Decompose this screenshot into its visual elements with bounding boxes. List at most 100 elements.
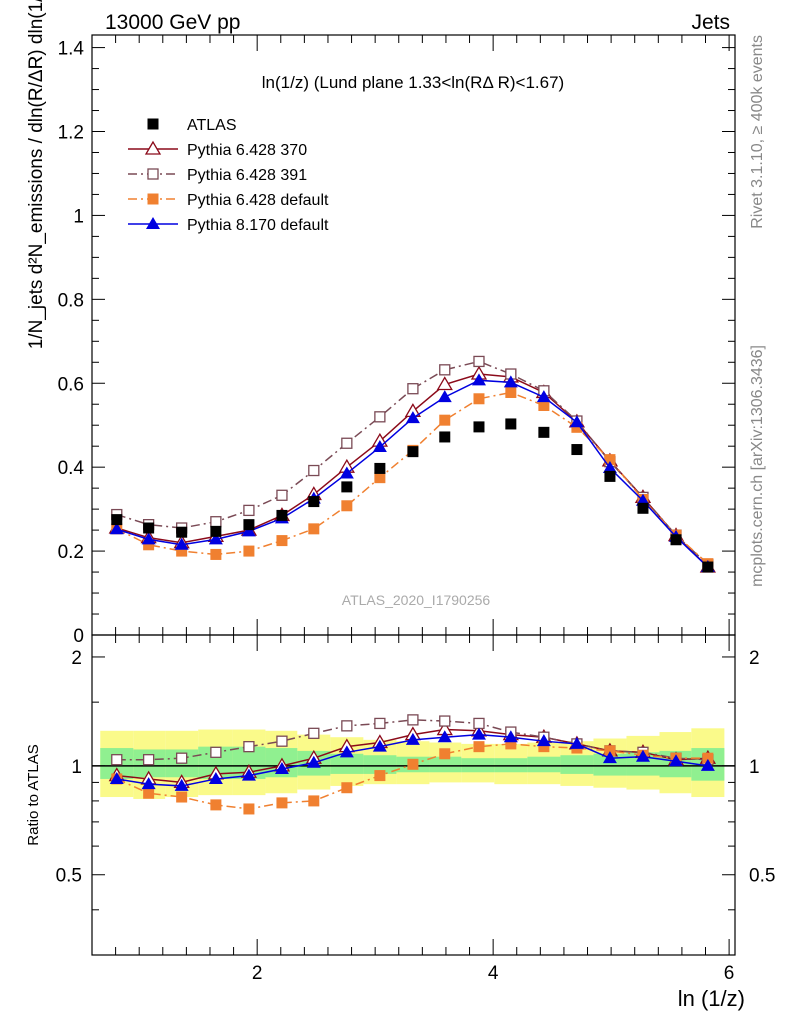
- ratio-point-pythia-6-428-default: [473, 741, 485, 753]
- ratio-point-pythia-6-428-default: [407, 758, 419, 770]
- main-point-atlas: [604, 470, 616, 482]
- main-point-atlas: [308, 496, 320, 508]
- ratio-point-pythia-8-170-default: [109, 771, 124, 784]
- ratio-point-pythia-6-428-default: [308, 795, 320, 807]
- ratio-y-tick-label-right: 2: [749, 648, 760, 669]
- main-point-pythia-6-428-391: [276, 489, 288, 501]
- main-point-pythia-6-428-391: [341, 437, 353, 449]
- ratio-point-pythia-6-428-default: [439, 748, 451, 760]
- ratio-point-pythia-6-428-391: [341, 720, 353, 732]
- ratio-point-pythia-8-170-default: [306, 755, 321, 768]
- ratio-point-pythia-6-428-default: [143, 787, 155, 799]
- ratio-y-tick-label-left: 2: [71, 648, 82, 669]
- main-point-atlas: [571, 444, 583, 456]
- ratio-point-pythia-8-170-default: [208, 771, 223, 784]
- green-band-bin: [560, 755, 594, 774]
- main-point-pythia-8-170-default: [503, 375, 518, 388]
- legend-marker: [147, 168, 159, 180]
- x-tick-label: 2: [252, 963, 263, 984]
- main-point-pythia-8-170-default: [372, 440, 387, 453]
- ratio-point-pythia-6-428-default: [538, 741, 550, 753]
- ratio-y-axis-label: Ratio to ATLAS: [25, 744, 42, 845]
- main-point-atlas: [243, 519, 255, 531]
- ratio-point-pythia-8-170-default: [274, 762, 289, 775]
- legend-marker: [146, 217, 160, 229]
- main-point-pythia-8-170-default: [241, 524, 256, 537]
- ratio-point-pythia-8-170-default: [503, 730, 518, 743]
- ratio-point-pythia-8-170-default: [536, 734, 551, 747]
- ratio-point-pythia-6-428-391: [276, 735, 288, 747]
- main-point-pythia-6-428-391: [473, 355, 485, 368]
- main-point-pythia-6-428-default: [243, 545, 255, 557]
- ratio-y-tick-label-left: 0.5: [56, 866, 82, 887]
- main-series-atlas: [111, 418, 714, 573]
- ratio-point-pythia-8-170-default: [141, 777, 156, 790]
- x-tick-label: 6: [724, 963, 735, 984]
- main-point-pythia-8-170-default: [405, 411, 420, 424]
- ratio-y-tick-label-right: 1: [749, 757, 760, 778]
- ratio-point-pythia-6-428-default: [176, 791, 188, 803]
- ratio-point-pythia-6-428-default: [505, 738, 517, 750]
- main-point-pythia-6-428-391: [439, 364, 451, 376]
- ratio-y-tick-label-right: 0.5: [749, 866, 775, 887]
- main-point-pythia-8-170-default: [174, 537, 189, 550]
- legend-label: Pythia 6.428 default: [187, 192, 329, 209]
- main-y-tick-label: 0: [73, 626, 84, 647]
- main-point-pythia-8-170-default: [569, 415, 584, 428]
- legend-label: Pythia 8.170 default: [187, 217, 329, 234]
- main-y-axis-label: 1/N_jets d²N_emissions / dln(R/ΔR) dln(1…: [26, 0, 47, 349]
- ratio-point-pythia-8-170-default: [700, 758, 715, 771]
- main-point-pythia-6-428-default: [505, 386, 517, 398]
- ratio-panel: 0.5 0.5 1 1 2 2 2 4 6: [56, 634, 775, 984]
- legend-label: Pythia 6.428 370: [187, 142, 307, 159]
- ratio-point-pythia-6-428-391: [473, 717, 485, 730]
- side-label-top: Rivet 3.1.10, ≥ 400k events: [749, 35, 766, 229]
- main-y-tick-label: 1.4: [58, 39, 85, 60]
- green-band-bin: [429, 756, 462, 773]
- main-point-atlas: [276, 509, 288, 521]
- main-point-atlas: [670, 534, 682, 546]
- main-point-atlas: [538, 426, 550, 438]
- ratio-point-pythia-8-170-default: [471, 727, 486, 740]
- legend-item-pythia-6-428-370: Pythia 6.428 370: [128, 140, 307, 159]
- green-band-bin: [330, 753, 364, 774]
- ratio-point-pythia-6-428-default: [210, 799, 222, 811]
- legend-item-atlas: ATLAS: [147, 117, 237, 134]
- ratio-point-pythia-6-428-default: [276, 797, 288, 809]
- ratio-point-pythia-6-428-default: [374, 770, 386, 782]
- main-point-pythia-8-170-default: [602, 461, 617, 474]
- main-point-pythia-6-428-default: [210, 548, 222, 560]
- main-point-pythia-8-170-default: [635, 493, 650, 506]
- ratio-point-pythia-6-428-default: [341, 782, 353, 794]
- main-point-atlas: [505, 418, 517, 430]
- legend-label: ATLAS: [187, 117, 237, 134]
- green-band-bin: [527, 756, 561, 773]
- ratio-point-pythia-6-428-default: [243, 803, 255, 815]
- legend-item-pythia-6-428-391: Pythia 6.428 391: [128, 167, 307, 184]
- main-y-tick-label: 0.8: [58, 290, 84, 311]
- legend-label: Pythia 6.428 391: [187, 167, 307, 184]
- header-left: 13000 GeV pp: [105, 11, 240, 34]
- chart-title: ln(1/z) (Lund plane 1.33<ln(RΔ R)<1.67): [262, 73, 564, 92]
- ratio-point-pythia-8-170-default: [669, 754, 684, 767]
- ratio-point-pythia-6-428-391: [439, 715, 451, 727]
- ratio-point-pythia-6-428-391: [243, 741, 255, 753]
- ratio-y-tick-label-left: 1: [71, 757, 82, 778]
- main-point-pythia-6-428-391: [243, 504, 255, 517]
- main-point-pythia-8-170-default: [471, 373, 486, 386]
- green-band-bin: [363, 755, 397, 774]
- main-y-tick-label: 0.2: [58, 542, 84, 563]
- ratio-point-pythia-6-428-391: [210, 746, 222, 758]
- ratio-point-pythia-8-170-default: [437, 730, 452, 743]
- legend-item-pythia-8-170-default: Pythia 8.170 default: [128, 217, 329, 234]
- main-point-pythia-6-428-default: [473, 393, 485, 405]
- legend-item-pythia-6-428-default: Pythia 6.428 default: [128, 192, 329, 209]
- ratio-point-pythia-6-428-391: [308, 727, 320, 739]
- main-point-pythia-6-428-default: [308, 523, 320, 535]
- main-point-pythia-6-428-default: [571, 421, 583, 433]
- main-point-pythia-6-428-370: [436, 376, 453, 391]
- x-axis-label: ln (1/z): [678, 986, 745, 1011]
- ratio-point-pythia-8-170-default: [372, 739, 387, 752]
- main-point-pythia-6-428-default: [176, 545, 188, 557]
